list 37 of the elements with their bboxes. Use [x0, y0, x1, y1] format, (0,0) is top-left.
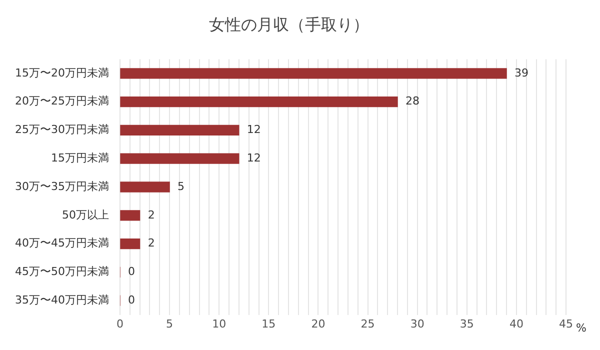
data-label: 0	[128, 293, 135, 306]
y-tick-label: 50万以上	[62, 208, 109, 222]
bar	[120, 96, 398, 108]
y-tick-label: 15万〜20万円未満	[14, 66, 109, 80]
x-tick-label: 5	[166, 317, 174, 330]
data-label: 5	[178, 180, 185, 193]
x-tick-label: 10	[212, 317, 226, 330]
y-tick-label: 15万円未満	[50, 151, 109, 164]
bar	[120, 153, 240, 164]
x-tick-label: 15	[262, 317, 276, 330]
x-axis-title: %	[576, 322, 586, 335]
y-tick-label: 45万〜50万円未満	[14, 265, 109, 278]
y-tick-label: 40万〜45万円未満	[14, 236, 109, 250]
y-tick-label: 30万〜35万円未満	[14, 180, 109, 193]
y-tick-label: 25万〜30万円未満	[14, 123, 109, 136]
y-tick-label: 20万〜25万円未満	[14, 94, 109, 108]
y-tick-label: 35万〜40万円未満	[14, 293, 109, 306]
data-label: 12	[246, 123, 261, 136]
x-tick-label: 30	[410, 317, 424, 330]
x-tick-label: 0	[116, 317, 124, 330]
bar	[120, 182, 170, 192]
x-tick-label: 45	[559, 317, 573, 330]
data-label: 2	[148, 208, 155, 222]
bar	[120, 124, 240, 136]
bar	[120, 68, 507, 79]
bar	[120, 238, 140, 250]
x-tick-label: 25	[360, 317, 375, 330]
data-label: 12	[246, 151, 261, 164]
x-tick-label: 20	[311, 317, 326, 330]
data-label: 39	[514, 66, 529, 80]
data-label: 0	[128, 265, 135, 278]
chart-title: 女性の月収（手取り）	[209, 14, 369, 34]
bar	[120, 210, 140, 221]
x-tick-label: 40	[509, 317, 524, 330]
x-tick-label: 35	[460, 317, 474, 330]
data-label: 2	[148, 236, 155, 250]
data-label: 28	[406, 94, 420, 108]
